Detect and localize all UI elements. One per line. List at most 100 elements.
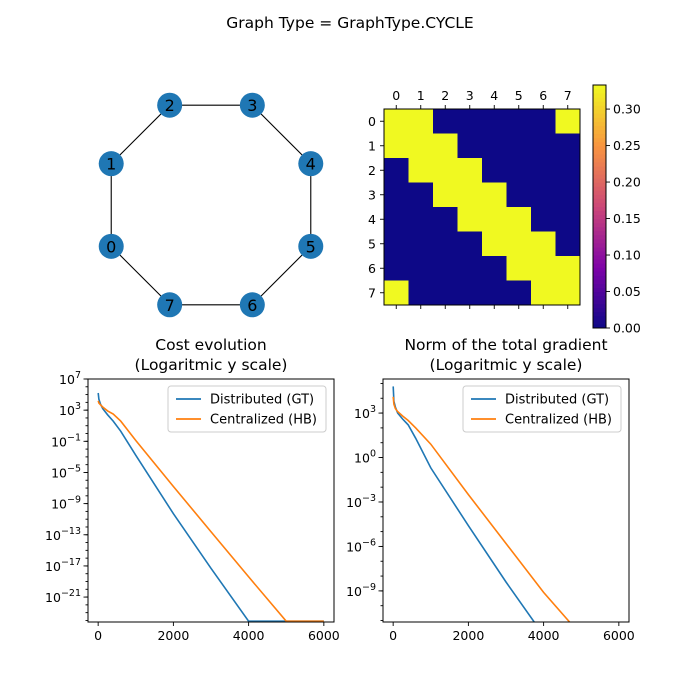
series-line-centralized-hb bbox=[393, 397, 619, 636]
y-tick-base: 10 bbox=[346, 539, 362, 554]
heatmap-y-tick-label: 2 bbox=[368, 163, 376, 178]
heatmap-x-tick-label: 7 bbox=[564, 88, 572, 103]
x-tick-label: 6000 bbox=[308, 628, 340, 643]
heatmap-cell bbox=[482, 256, 507, 281]
colorbar-segment bbox=[593, 312, 606, 317]
heatmap-cell bbox=[433, 158, 458, 183]
y-tick-label: 10−5 bbox=[51, 463, 81, 480]
y-tick-label: 100 bbox=[354, 449, 376, 466]
colorbar-segment bbox=[593, 267, 606, 272]
y-tick-label: 10−9 bbox=[346, 582, 376, 599]
colorbar-segment bbox=[593, 211, 606, 216]
colorbar bbox=[593, 85, 606, 329]
colorbar-segment bbox=[593, 279, 606, 284]
colorbar-segment bbox=[593, 146, 606, 151]
heatmap-cell bbox=[409, 256, 434, 281]
graph-node-label: 5 bbox=[306, 237, 316, 256]
graph-panel: 0 1 2 3 4 5 6 7 bbox=[99, 93, 324, 318]
colorbar-segment bbox=[593, 320, 606, 325]
legend-label: Centralized (HB) bbox=[505, 413, 612, 428]
heatmap-cell bbox=[507, 256, 532, 281]
page-title: Graph Type = GraphType.CYCLE bbox=[226, 14, 473, 32]
y-tick-label: 10−6 bbox=[346, 537, 376, 554]
heatmap-cell bbox=[482, 134, 507, 159]
heatmap-y-tick-label: 3 bbox=[368, 187, 376, 202]
colorbar-segment bbox=[593, 227, 606, 232]
y-tick-label: 10−17 bbox=[45, 557, 81, 574]
heatmap-cell bbox=[458, 207, 483, 232]
y-tick-base: 10 bbox=[51, 497, 67, 512]
colorbar-segment bbox=[593, 89, 606, 94]
x-tick-label: 2000 bbox=[157, 628, 189, 643]
graph-node-label: 6 bbox=[247, 296, 257, 315]
heatmap-cell bbox=[384, 109, 409, 134]
x-tick-label: 2000 bbox=[452, 628, 484, 643]
heatmap-cell bbox=[458, 183, 483, 208]
heatmap-x-tick-label: 4 bbox=[490, 88, 498, 103]
colorbar-segment bbox=[593, 259, 606, 264]
colorbar-segment bbox=[593, 121, 606, 126]
colorbar-segment bbox=[593, 142, 606, 147]
heatmap-cell bbox=[409, 109, 434, 134]
y-tick-label: 10−21 bbox=[45, 588, 81, 605]
heatmap-cell bbox=[507, 232, 532, 257]
heatmap-y-tick-label: 6 bbox=[368, 261, 376, 276]
heatmap-cell bbox=[482, 183, 507, 208]
heatmap-cell bbox=[384, 281, 409, 306]
colorbar-segment bbox=[593, 198, 606, 203]
heatmap-cell bbox=[384, 207, 409, 232]
x-tick-label: 4000 bbox=[528, 628, 560, 643]
colorbar-segment bbox=[593, 109, 606, 114]
heatmap-cell bbox=[482, 232, 507, 257]
heatmap-cell bbox=[409, 134, 434, 159]
colorbar-segment bbox=[593, 166, 606, 171]
colorbar-segment bbox=[593, 105, 606, 110]
heatmap-cell bbox=[384, 158, 409, 183]
axes-title: Norm of the total gradient bbox=[404, 336, 607, 354]
colorbar-segment bbox=[593, 178, 606, 183]
heatmap-cell bbox=[531, 158, 556, 183]
graph-node-label: 2 bbox=[165, 96, 175, 115]
y-tick-base: 10 bbox=[354, 406, 370, 421]
y-tick-exponent: 7 bbox=[75, 370, 81, 381]
heatmap-cell bbox=[556, 256, 581, 281]
heatmap-cell bbox=[433, 109, 458, 134]
heatmap-cell bbox=[409, 232, 434, 257]
heatmap-cell bbox=[507, 109, 532, 134]
colorbar-segment bbox=[593, 158, 606, 163]
colorbar-segment bbox=[593, 134, 606, 139]
colorbar-segment bbox=[593, 219, 606, 224]
heatmap-cell bbox=[409, 183, 434, 208]
legend-label: Centralized (HB) bbox=[210, 413, 317, 428]
colorbar-segment bbox=[593, 85, 606, 90]
graph-node-label: 3 bbox=[247, 96, 257, 115]
colorbar-tick-label: 0.00 bbox=[613, 321, 641, 336]
heatmap-cell bbox=[482, 158, 507, 183]
legend-label: Distributed (GT) bbox=[210, 393, 314, 408]
heatmap-cell bbox=[507, 207, 532, 232]
colorbar-segment bbox=[593, 316, 606, 321]
y-tick-label: 10−13 bbox=[45, 526, 81, 543]
colorbar-segment bbox=[593, 308, 606, 313]
heatmap-x-tick-label: 0 bbox=[392, 88, 400, 103]
colorbar-segment bbox=[593, 271, 606, 276]
y-tick-exponent: −9 bbox=[362, 582, 376, 593]
y-tick-exponent: −9 bbox=[67, 495, 81, 506]
heatmap-cell bbox=[507, 183, 532, 208]
colorbar-tick-label: 0.25 bbox=[613, 138, 641, 153]
heatmap-cell bbox=[409, 281, 434, 306]
colorbar-segment bbox=[593, 150, 606, 155]
y-tick-base: 10 bbox=[45, 528, 61, 543]
heatmap-cell bbox=[458, 109, 483, 134]
colorbar-segment bbox=[593, 288, 606, 293]
heatmap-cell bbox=[531, 134, 556, 159]
heatmap-cell bbox=[458, 281, 483, 306]
colorbar-segment bbox=[593, 186, 606, 191]
colorbar-segment bbox=[593, 231, 606, 236]
heatmap-y-tick-label: 5 bbox=[368, 236, 376, 251]
colorbar-segment bbox=[593, 97, 606, 102]
heatmap-cell bbox=[409, 158, 434, 183]
colorbar-segment bbox=[593, 255, 606, 260]
colorbar-segment bbox=[593, 247, 606, 252]
heatmap-x-tick-label: 2 bbox=[441, 88, 449, 103]
